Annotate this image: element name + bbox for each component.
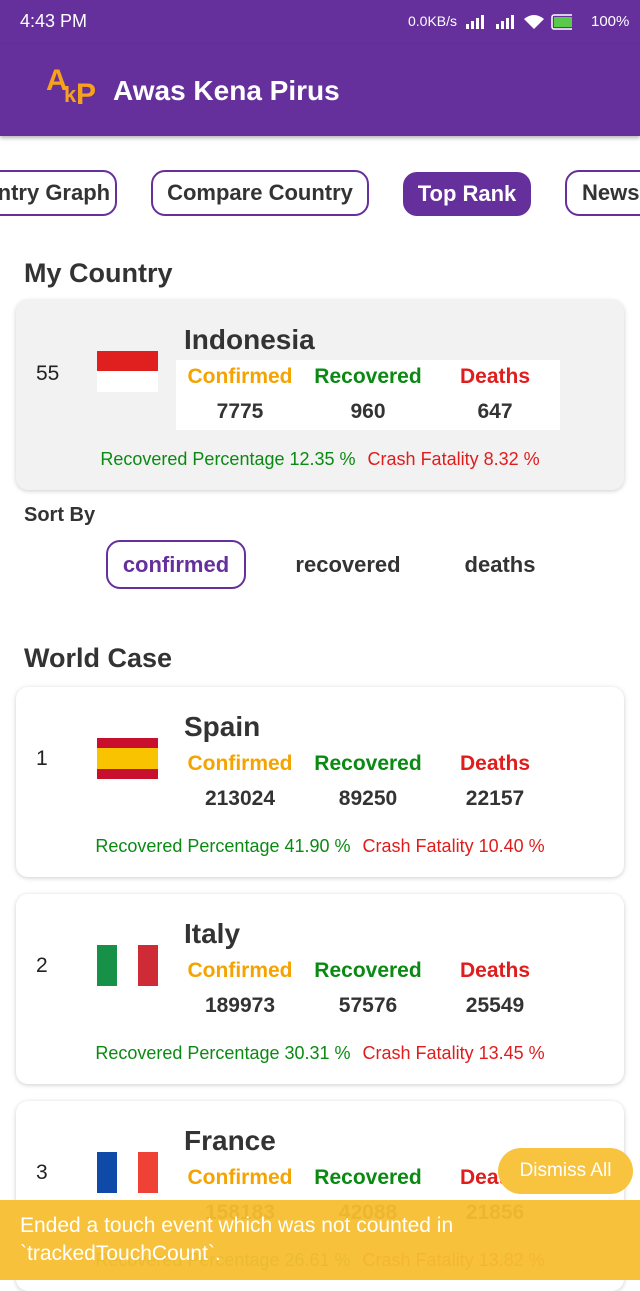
percent-row: Recovered Percentage 41.90 % Crash Fatali… xyxy=(16,836,624,857)
tab[interactable]: Country Graph xyxy=(0,170,117,216)
flag-stripe xyxy=(97,769,158,779)
column-label: Confirmed xyxy=(187,959,293,982)
percent-row: Recovered Percentage 12.35 % Crash Fatali… xyxy=(16,449,624,470)
column-label: Deaths xyxy=(459,959,531,982)
column-label: Recovered xyxy=(314,1166,422,1189)
rank: 55 xyxy=(36,362,60,385)
stat-value: 647 xyxy=(477,400,513,423)
flag xyxy=(97,1152,158,1193)
sort-option[interactable]: recovered xyxy=(295,551,401,577)
flag-stripe xyxy=(117,945,138,986)
stats-box xyxy=(176,360,560,430)
flag-stripe xyxy=(117,1152,138,1193)
crash-fatality: Crash Fatality 8.32 % xyxy=(367,449,540,469)
recovered-percentage: Recovered Percentage 30.31 % xyxy=(95,1043,351,1063)
stat-value: 22157 xyxy=(465,787,525,810)
flag-stripe xyxy=(97,945,117,986)
flag-stripe xyxy=(97,351,158,371)
column-label: Deaths xyxy=(459,752,531,775)
stat-value: 189973 xyxy=(204,994,276,1017)
rank: 3 xyxy=(36,1161,48,1184)
logo-letter: k xyxy=(64,82,77,107)
stat-value: 57576 xyxy=(338,994,398,1017)
column-label: Confirmed xyxy=(187,365,293,388)
toast: Ended a touch event which was not counte… xyxy=(0,1200,640,1280)
stat-value: 960 xyxy=(350,400,386,423)
column-label: Deaths xyxy=(459,365,531,388)
percent-row: Recovered Percentage 30.31 % Crash Fatali… xyxy=(16,1043,624,1064)
column-label: Recovered xyxy=(314,959,422,982)
tab-row: Country Graph Compare Country Top Rank N… xyxy=(0,0,640,240)
tab[interactable]: Compare Country xyxy=(151,170,369,216)
logo-letter: P xyxy=(76,78,97,111)
country-card[interactable]: 55 Indonesia Confirmed 7775 Recovered 960 Deat… xyxy=(16,300,624,490)
logo-letter: A xyxy=(46,64,68,97)
country-name: France xyxy=(184,1125,276,1156)
column-label: Recovered xyxy=(314,752,422,775)
flag xyxy=(97,945,158,986)
sort-option[interactable]: confirmed xyxy=(106,540,246,589)
column-label: Confirmed xyxy=(187,1166,293,1189)
stat-value: 7775 xyxy=(216,400,264,423)
flag-stripe xyxy=(138,945,158,986)
country-name: Indonesia xyxy=(184,324,315,355)
recovered-percentage: Recovered Percentage 12.35 % xyxy=(100,449,356,469)
flag-stripe xyxy=(138,1152,158,1193)
recovered-percentage: Recovered Percentage 41.90 % xyxy=(95,836,351,856)
flag-stripe xyxy=(97,371,158,392)
column-label: Confirmed xyxy=(187,752,293,775)
column-label: Recovered xyxy=(314,365,422,388)
flag-stripe xyxy=(97,1152,117,1193)
country-card[interactable]: 2 Italy Confirmed 189973 Recovered 57576 Death… xyxy=(16,894,624,1084)
app-title: Awas Kena Pirus xyxy=(113,75,340,106)
flag-stripe xyxy=(97,748,158,769)
stat-value: 89250 xyxy=(338,787,398,810)
stat-value: 213024 xyxy=(204,787,276,810)
crash-fatality: Crash Fatality 13.45 % xyxy=(362,1043,545,1063)
crash-fatality: Crash Fatality 10.40 % xyxy=(362,836,545,856)
sort-option[interactable]: deaths xyxy=(464,551,536,577)
tab[interactable]: News xyxy=(565,170,640,216)
net-speed: 0.0KB/s xyxy=(408,13,458,29)
status-bar: 4:43 PM 0.0KB/s 100% xyxy=(0,0,640,44)
country-card[interactable]: 1 Spain Confirmed 213024 Recovered 89250 Death… xyxy=(16,687,624,877)
status-icons xyxy=(466,14,572,30)
clock: 4:43 PM xyxy=(20,11,88,31)
app-bar: A k P Awas Kena Pirus xyxy=(0,44,640,136)
toast-text: Ended a touch event which was not counte… xyxy=(20,1214,454,1265)
flag xyxy=(97,351,158,392)
country-name: Italy xyxy=(184,918,241,949)
rank: 1 xyxy=(36,747,48,770)
dismiss-button[interactable]: Dismiss All xyxy=(498,1148,633,1194)
section-heading: My Country xyxy=(24,258,173,288)
section-heading: World Case xyxy=(24,643,173,673)
sort-label: Sort By xyxy=(24,504,96,526)
flag xyxy=(97,738,158,779)
stat-value: 25549 xyxy=(465,994,525,1017)
battery-level: 100% xyxy=(591,13,630,30)
rank: 2 xyxy=(36,954,48,977)
country-name: Spain xyxy=(184,711,261,742)
flag-stripe xyxy=(97,738,158,748)
tab[interactable]: Top Rank xyxy=(403,172,531,216)
